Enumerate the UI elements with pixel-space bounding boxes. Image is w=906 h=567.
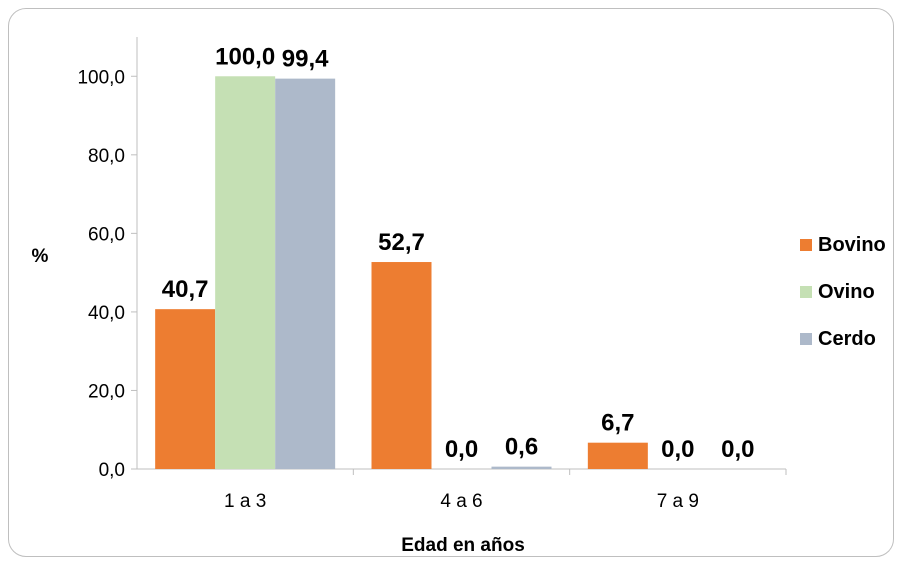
y-tick-label: 0,0 [99, 460, 125, 481]
bar-ovino [215, 76, 276, 469]
legend-label-cerdo: Cerdo [818, 328, 876, 350]
bars [155, 76, 648, 469]
y-tick-label: 20,0 [88, 381, 125, 402]
y-tick-labels: 0,0 20,0 40,0 60,0 80,0 100,0 [77, 67, 137, 481]
y-tick-label: 40,0 [88, 303, 125, 324]
x-axis-title: Edad en años [401, 535, 525, 556]
x-tick-label: 7 a 9 [657, 491, 699, 512]
data-label: 40,7 [162, 276, 209, 303]
x-tick-label: 1 a 3 [224, 491, 266, 512]
bar-bovino [587, 442, 648, 469]
bar-bovino [155, 309, 216, 469]
data-label: 100,0 [215, 43, 275, 70]
legend-swatch-bovino [800, 239, 812, 251]
bar-cerdo [491, 466, 552, 469]
x-tick-labels: 1 a 3 4 a 6 7 a 9 [224, 469, 787, 512]
legend: Bovino Ovino Cerdo [800, 234, 886, 350]
y-axis-title: % [32, 246, 49, 267]
bar-bovino [371, 262, 432, 469]
data-label: 0,0 [445, 436, 478, 463]
data-label: 99,4 [282, 46, 329, 73]
legend-label-ovino: Ovino [818, 281, 875, 303]
y-tick-label: 100,0 [77, 67, 125, 88]
data-label: 6,7 [601, 410, 634, 437]
legend-swatch-ovino [800, 286, 812, 298]
legend-swatch-cerdo [800, 333, 812, 345]
data-label: 0,0 [661, 436, 694, 463]
bar-cerdo [275, 78, 336, 469]
data-label: 0,6 [505, 434, 538, 461]
y-tick-label: 80,0 [88, 146, 125, 167]
x-tick-label: 4 a 6 [440, 491, 482, 512]
legend-label-bovino: Bovino [818, 234, 886, 256]
data-labels: 40,7 100,0 99,4 52,7 0,0 0,6 6,7 0,0 0,0 [162, 43, 755, 463]
y-tick-label: 60,0 [88, 224, 125, 245]
data-label: 0,0 [721, 436, 754, 463]
data-label: 52,7 [378, 229, 425, 256]
